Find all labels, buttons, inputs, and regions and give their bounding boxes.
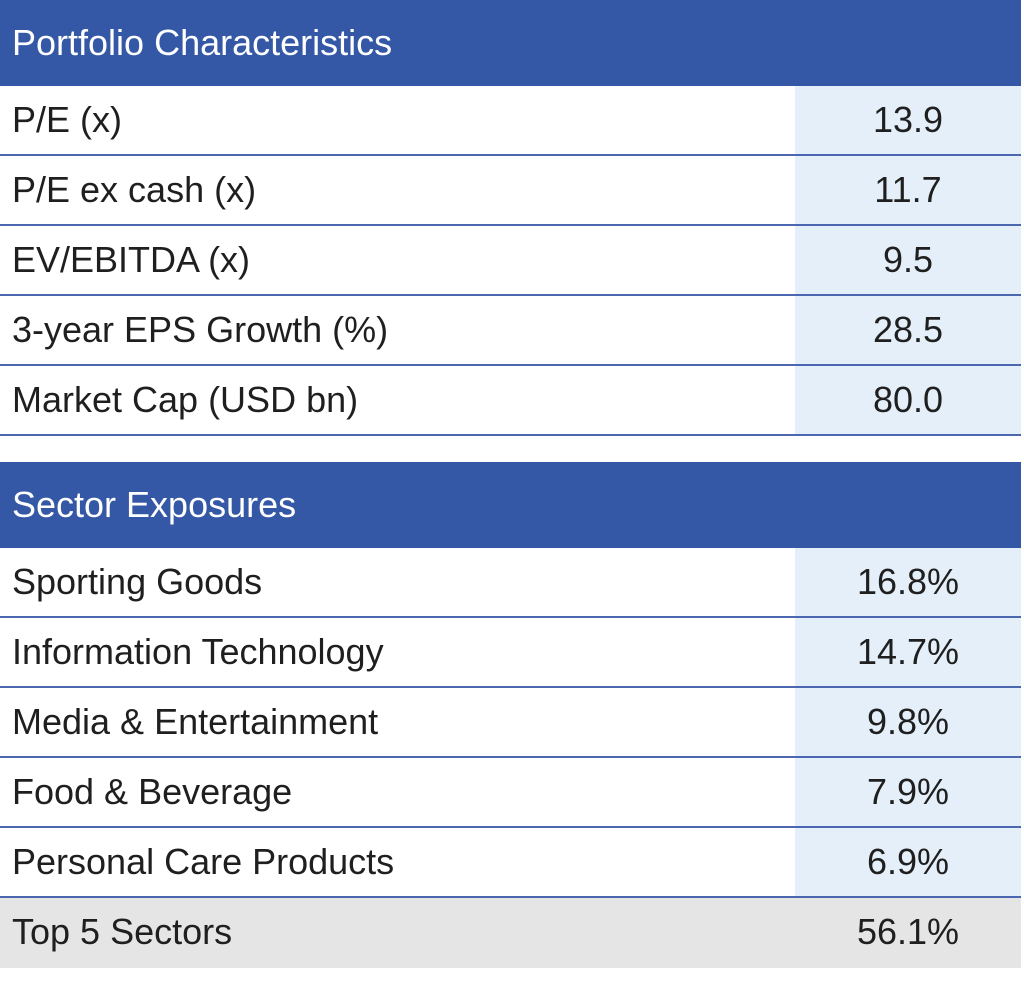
table-row-pe-ex-cash: P/E ex cash (x) 11.7 (0, 156, 1021, 226)
row-label: Media & Entertainment (12, 701, 379, 742)
row-label: Market Cap (USD bn) (12, 379, 359, 420)
table-row-food-beverage: Food & Beverage 7.9% (0, 758, 1021, 828)
total-value: 56.1% (795, 898, 1021, 968)
portfolio-summary-table: Portfolio Characteristics P/E (x) 13.9 P… (0, 0, 1021, 968)
row-label: Food & Beverage (12, 771, 293, 812)
table-row-information-technology: Information Technology 14.7% (0, 618, 1021, 688)
row-value: 28.5 (795, 296, 1021, 364)
row-value: 14.7% (795, 618, 1021, 686)
table-row-top-5-total: Top 5 Sectors 56.1% (0, 898, 1021, 968)
row-value: 9.5 (795, 226, 1021, 294)
row-value: 7.9% (795, 758, 1021, 826)
row-label: Personal Care Products (12, 841, 395, 882)
row-label: EV/EBITDA (x) (12, 239, 251, 280)
table-row-sporting-goods: Sporting Goods 16.8% (0, 548, 1021, 618)
row-label: Sporting Goods (12, 561, 263, 602)
table-row-media-entertainment: Media & Entertainment 9.8% (0, 688, 1021, 758)
row-value: 16.8% (795, 548, 1021, 616)
table-row-personal-care: Personal Care Products 6.9% (0, 828, 1021, 898)
row-value: 9.8% (795, 688, 1021, 756)
row-value: 13.9 (795, 86, 1021, 154)
row-value: 11.7 (795, 156, 1021, 224)
row-label: Information Technology (12, 631, 384, 672)
row-value: 6.9% (795, 828, 1021, 896)
portfolio-characteristics-header: Portfolio Characteristics (0, 0, 1021, 86)
table-row-market-cap: Market Cap (USD bn) 80.0 (0, 366, 1021, 436)
row-label: 3-year EPS Growth (%) (12, 309, 389, 350)
sector-exposures-header: Sector Exposures (0, 462, 1021, 548)
row-value: 80.0 (795, 366, 1021, 434)
row-label: P/E ex cash (x) (12, 169, 257, 210)
row-label: P/E (x) (12, 99, 123, 140)
total-label: Top 5 Sectors (12, 911, 233, 952)
section-spacer (0, 436, 1021, 462)
table-row-pe: P/E (x) 13.9 (0, 86, 1021, 156)
table-row-ev-ebitda: EV/EBITDA (x) 9.5 (0, 226, 1021, 296)
table-row-eps-growth: 3-year EPS Growth (%) 28.5 (0, 296, 1021, 366)
